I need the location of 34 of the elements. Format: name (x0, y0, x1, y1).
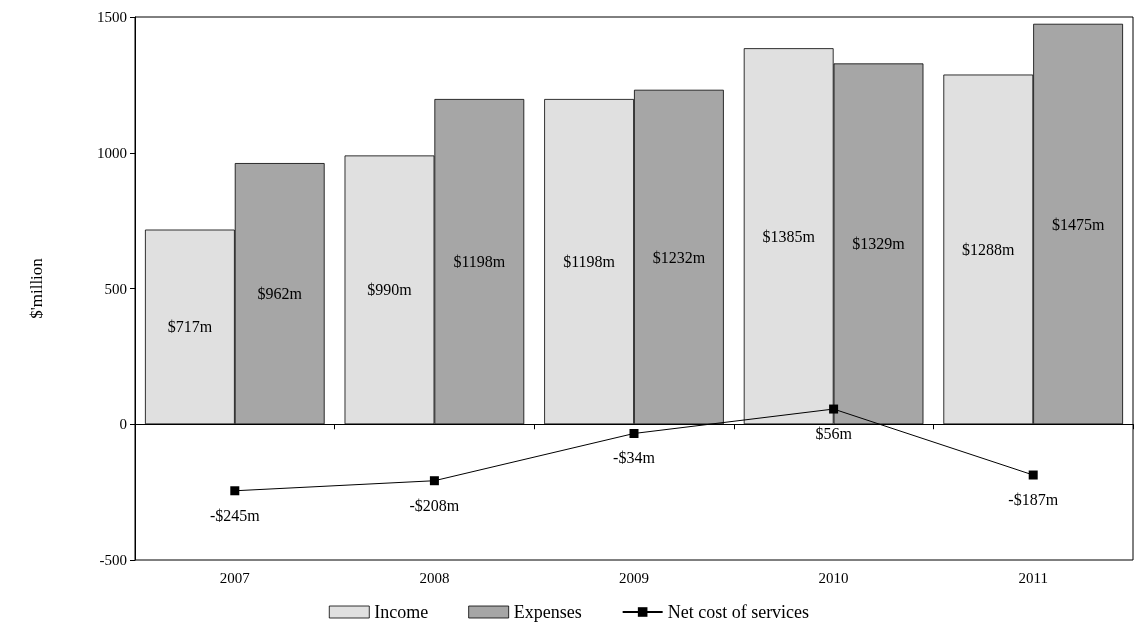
legend-label: Expenses (513, 602, 582, 622)
data-label: $990m (367, 281, 413, 299)
data-label: $717m (167, 318, 213, 336)
point (230, 486, 240, 496)
legend-label: Income (374, 602, 429, 622)
x-tick-label: 2008 (419, 569, 450, 586)
point (829, 404, 839, 414)
legend-label: Net cost of services (667, 602, 810, 622)
y-tick-label: 0 (119, 416, 127, 433)
data-label: $1198m (563, 253, 616, 271)
point (629, 428, 639, 438)
data-label: $1475m (1051, 215, 1105, 233)
y-tick-label: 1500 (97, 9, 127, 25)
data-label: $962m (257, 285, 303, 303)
y-axis-title: $'million (27, 257, 46, 319)
y-tick-label: -500 (99, 552, 127, 568)
y-tick-label: 500 (104, 280, 127, 297)
x-tick-label: 2009 (619, 569, 649, 586)
data-label: -$245m (209, 506, 261, 524)
data-label: $1198m (453, 253, 506, 271)
data-label: -$34m (613, 449, 656, 467)
point (1028, 470, 1038, 480)
data-label: $1385m (762, 227, 816, 245)
data-label: -$187m (1008, 491, 1059, 509)
y-tick-label: 1000 (97, 144, 127, 161)
x-tick-label: 2007 (219, 569, 251, 586)
data-label: -$208m (409, 496, 460, 514)
point (429, 476, 439, 486)
x-tick-label: 2010 (818, 569, 849, 586)
data-label: $1288m (962, 240, 1016, 258)
x-tick-label: 2011 (1018, 569, 1048, 586)
data-label: $1232m (652, 248, 706, 266)
data-label: $1329m (852, 235, 906, 253)
data-label: $56m (815, 425, 853, 443)
